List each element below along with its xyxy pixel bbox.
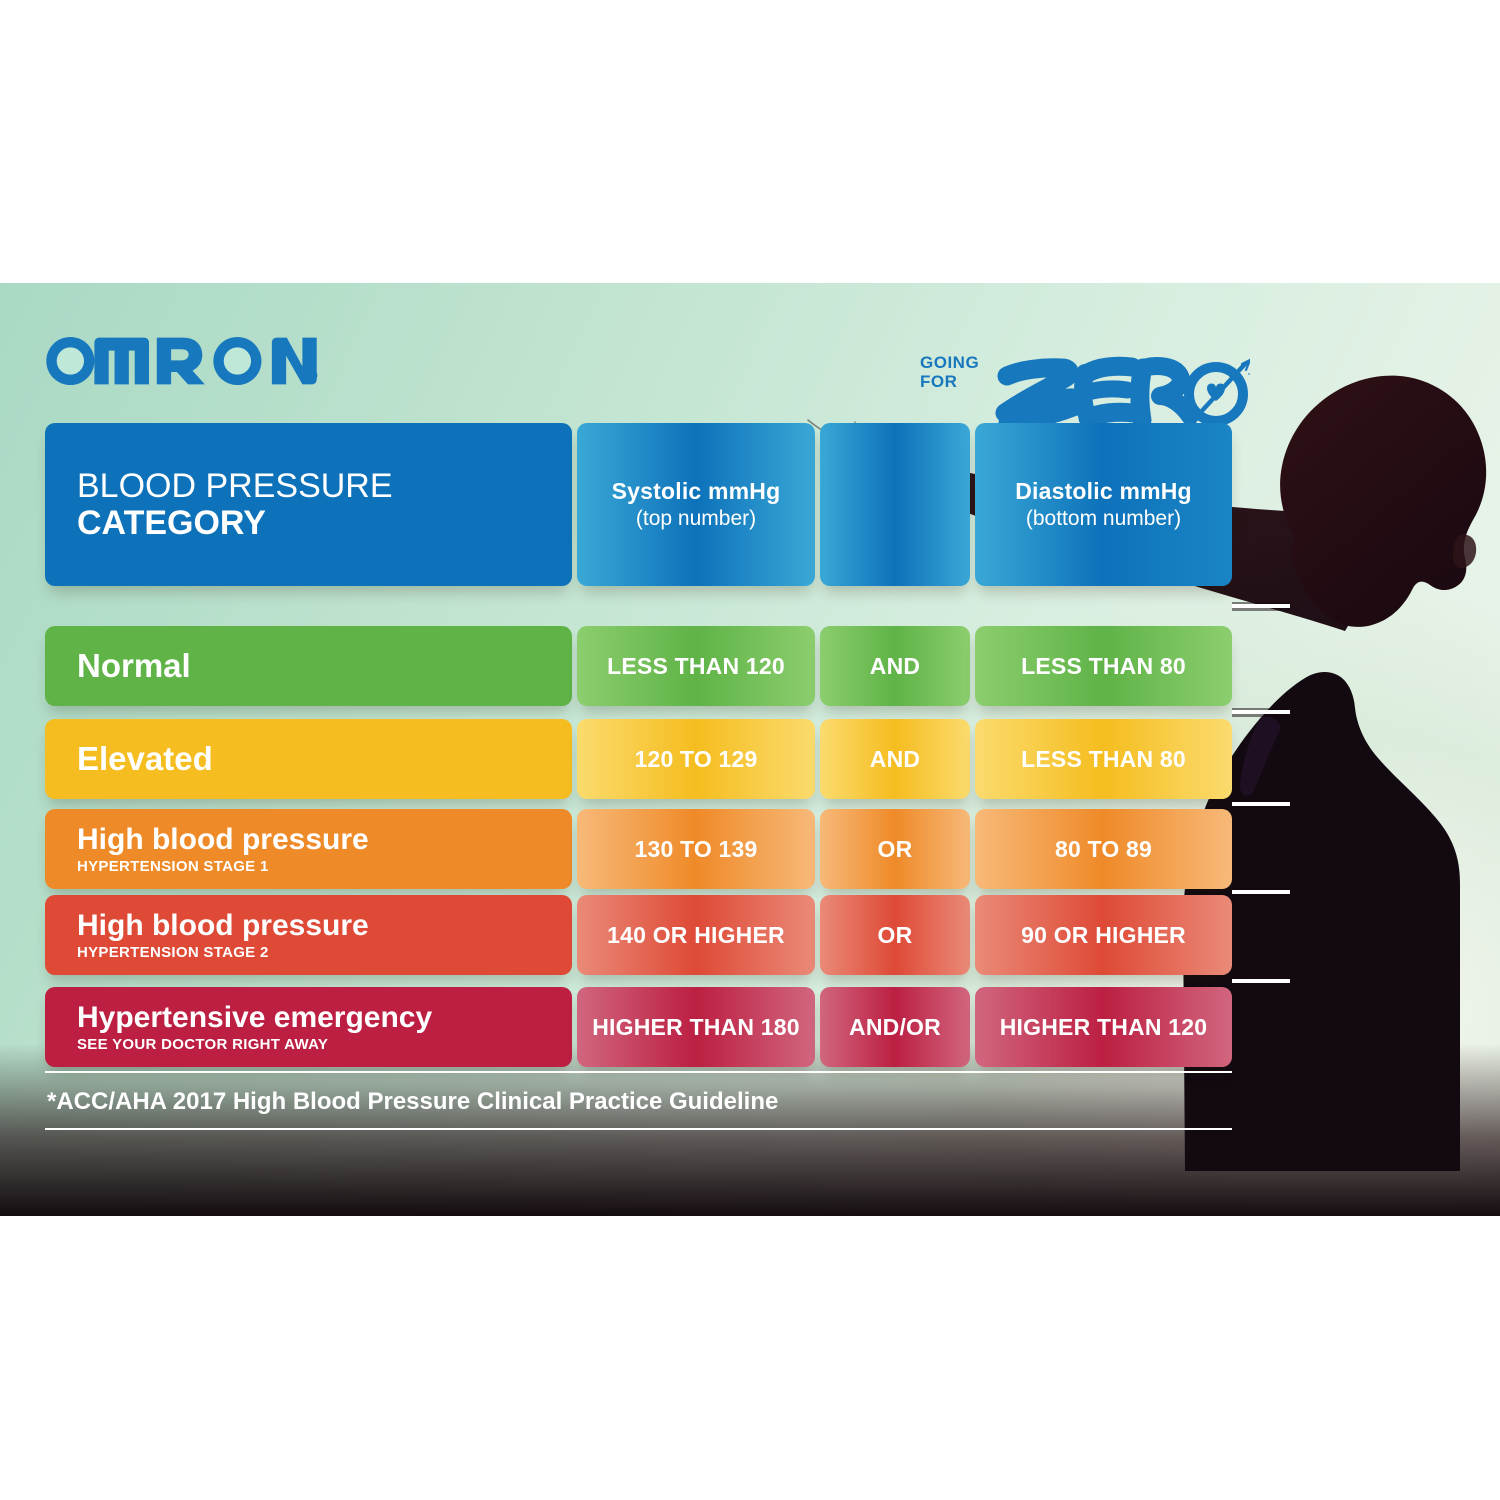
svg-text:TM: TM bbox=[1248, 372, 1250, 382]
svg-text:GOING: GOING bbox=[920, 353, 979, 372]
svg-text:FOR: FOR bbox=[920, 372, 957, 391]
svg-text:R: R bbox=[309, 373, 314, 380]
